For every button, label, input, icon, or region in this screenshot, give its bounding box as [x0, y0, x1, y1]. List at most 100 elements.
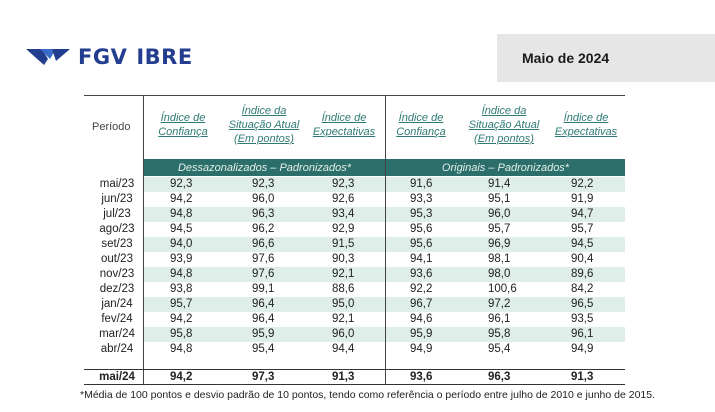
table-cell: 95,9 [252, 328, 275, 340]
row-period: ago/23 [99, 223, 135, 235]
column-header-line: Situação Atual [228, 119, 300, 131]
table-cell: 94,1 [410, 253, 433, 265]
row-period: mai/24 [99, 371, 135, 383]
column-header: Índice de Confiança [376, 111, 466, 139]
table-column-divider-1 [143, 95, 144, 385]
band-originais: Originais – Padronizados* [386, 159, 625, 176]
table-cell: 95,6 [410, 238, 433, 250]
table-cell: 98,1 [488, 253, 511, 265]
table-cell: 96,5 [571, 298, 594, 310]
table-cell: 96,1 [488, 313, 511, 325]
logo-text-fgv: FGV [78, 45, 128, 69]
column-header: Índice de Confiança [138, 111, 228, 139]
table-cell: 92,1 [332, 313, 355, 325]
column-header-line: Situação Atual [468, 119, 540, 131]
table-cell: 95,7 [488, 223, 511, 235]
column-header-periodo: Período [92, 121, 131, 133]
row-shade [386, 177, 625, 192]
table-cell: 94,9 [571, 343, 594, 355]
table-cell: 98,0 [488, 268, 511, 280]
column-header-line: (Em pontos) [234, 133, 294, 145]
table-cell: 90,3 [332, 253, 355, 265]
table-cell: 93,6 [410, 268, 433, 280]
table-cell: 96,0 [252, 193, 275, 205]
column-header-line: Índice de [321, 112, 367, 124]
column-header-line: Expectativas [312, 126, 376, 138]
row-period: jan/24 [101, 298, 133, 310]
table-cell: 94,5 [170, 223, 193, 235]
table-cell: 93,8 [170, 283, 193, 295]
table-cell: 95,8 [170, 328, 193, 340]
column-header-line: Confiança [396, 126, 446, 138]
report-date: Maio de 2024 [497, 34, 715, 82]
table-row: mai/23 92,3 92,3 92,3 91,6 91,4 92,2 [84, 177, 625, 192]
table-cell: 100,6 [488, 283, 517, 295]
column-header-line: Índice de [160, 112, 206, 124]
table-cell: 93,3 [410, 193, 433, 205]
table-cell: 91,6 [410, 178, 433, 190]
table-cell: 84,2 [571, 283, 594, 295]
row-period: out/23 [101, 253, 133, 265]
row-period: abr/24 [100, 343, 134, 355]
table-cell: 95,0 [332, 298, 355, 310]
row-shade [386, 237, 625, 252]
table-cell: 92,3 [252, 178, 275, 190]
column-header-line: Índice da [481, 105, 527, 117]
table-cell: 97,6 [252, 268, 275, 280]
table-row: fev/24 94,2 96,4 92,1 94,6 96,1 93,5 [84, 312, 625, 327]
table-cell: 96,1 [571, 328, 594, 340]
column-header-line: Expectativas [554, 126, 618, 138]
column-header-line: (Em pontos) [474, 133, 534, 145]
table-cell: 94,7 [571, 208, 594, 220]
table-cell: 95,4 [488, 343, 511, 355]
band-dessazonalizados: Dessazonalizados – Padronizados* [144, 159, 385, 176]
table-top-rule [84, 95, 625, 96]
table-row: nov/23 94,8 97,6 92,1 93,6 98,0 89,6 [84, 267, 625, 282]
table-cell: 94,5 [571, 238, 594, 250]
table-cell: 91,4 [488, 178, 511, 190]
table-cell: 94,2 [170, 313, 193, 325]
fgv-ibre-logo: FGV IBRE [26, 46, 193, 68]
table-cell: 92,2 [571, 178, 594, 190]
table-cell: 91,5 [332, 238, 355, 250]
table-cell: 95,3 [410, 208, 433, 220]
table-cell: 93,9 [170, 253, 193, 265]
table-cell: 96,0 [488, 208, 511, 220]
table-cell: 92,6 [332, 193, 355, 205]
table-column-divider-2 [385, 95, 386, 385]
row-shade [144, 267, 385, 282]
table-cell: 94,2 [170, 193, 193, 205]
fgv-logo-icon [26, 49, 70, 65]
column-header-line: Índice de [398, 112, 444, 124]
table-row: mai/24 94,2 97,3 91,3 93,6 96,3 91,3 [84, 370, 625, 385]
row-shade [144, 207, 385, 222]
table-cell: 94,2 [170, 371, 193, 383]
row-period: mar/24 [99, 328, 135, 340]
table-row: set/23 94,0 96,6 91,5 95,6 96,9 94,5 [84, 237, 625, 252]
table-cell: 96,0 [332, 328, 355, 340]
table-cell: 92,2 [410, 283, 433, 295]
table-cell: 97,3 [252, 371, 275, 383]
logo-text-ibre: IBRE [136, 45, 193, 69]
row-shade [386, 297, 625, 312]
table-cell: 94,4 [332, 343, 355, 355]
footnote: *Média de 100 pontos e desvio padrão de … [80, 389, 656, 401]
table-cell: 95,4 [252, 343, 275, 355]
row-shade [144, 177, 385, 192]
table-total-rule [84, 369, 625, 370]
table-cell: 94,8 [170, 268, 193, 280]
table-row: mar/24 95,8 95,9 96,0 95,9 95,8 96,1 [84, 327, 625, 342]
table-row: dez/23 93,8 99,1 88,6 92,2 100,6 84,2 [84, 282, 625, 297]
table-cell: 95,7 [170, 298, 193, 310]
table-cell: 99,1 [252, 283, 275, 295]
table-cell: 96,6 [252, 238, 275, 250]
row-period: jul/23 [103, 208, 131, 220]
table-cell: 94,8 [170, 343, 193, 355]
table-row: abr/24 94,8 95,4 94,4 94,9 95,4 94,9 [84, 342, 625, 357]
table-cell: 96,7 [410, 298, 433, 310]
row-period: mai/23 [99, 178, 135, 190]
column-header: Índice de Expectativas [299, 111, 389, 139]
table-row: jun/23 94,2 96,0 92,6 93,3 95,1 91,9 [84, 192, 625, 207]
table-cell: 96,2 [252, 223, 275, 235]
table-cell: 93,5 [571, 313, 594, 325]
